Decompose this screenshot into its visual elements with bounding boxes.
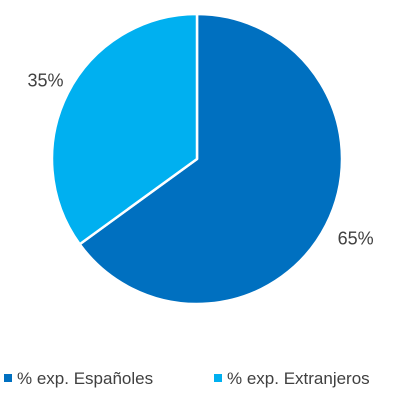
data-label-2: 35% bbox=[27, 71, 63, 91]
data-label-1: 65% bbox=[338, 229, 374, 249]
legend-label-2: % exp. Extranjeros bbox=[227, 369, 370, 388]
legend-swatch-1 bbox=[4, 374, 12, 382]
legend-label-1: % exp. Españoles bbox=[17, 369, 153, 388]
pie-slice-1 bbox=[78, 12, 344, 306]
pie-slices bbox=[50, 12, 344, 306]
legend: % exp. Españoles % exp. Extranjeros bbox=[4, 369, 370, 388]
pie-data-labels: 65% 35% bbox=[27, 71, 373, 249]
legend-swatch-2 bbox=[214, 374, 222, 382]
pie-slice-2 bbox=[50, 12, 199, 246]
